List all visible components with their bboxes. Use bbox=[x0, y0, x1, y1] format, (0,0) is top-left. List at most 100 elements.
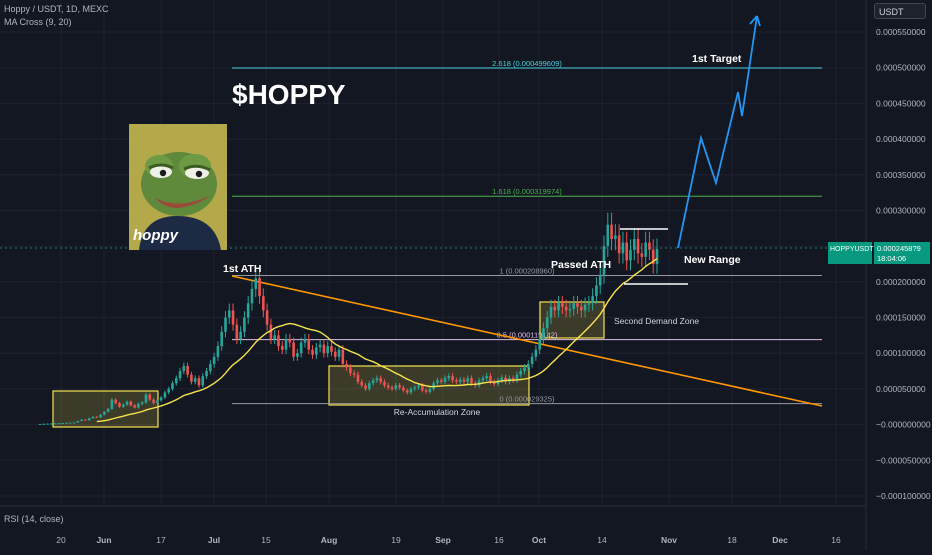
candle-body bbox=[352, 373, 356, 375]
candle-body bbox=[598, 274, 602, 286]
candle-body bbox=[371, 380, 375, 384]
currency-button[interactable]: USDT bbox=[874, 3, 926, 19]
candle-body bbox=[110, 399, 114, 409]
candle-body bbox=[114, 399, 118, 404]
candle-body bbox=[91, 416, 95, 419]
y-tick-label: 0.000300000 bbox=[876, 205, 926, 215]
candle-body bbox=[84, 419, 87, 421]
candle-body bbox=[417, 385, 420, 388]
candle-body bbox=[76, 421, 80, 423]
candle-body bbox=[447, 376, 451, 379]
candle-body bbox=[481, 378, 485, 381]
candle-body bbox=[477, 380, 481, 386]
descending-trendline bbox=[231, 275, 823, 407]
candle-body bbox=[568, 308, 572, 311]
candle-body bbox=[315, 347, 318, 355]
avatar-caption: hoppy bbox=[133, 227, 178, 244]
y-tick-label: 0.000100000 bbox=[876, 348, 926, 358]
candle-body bbox=[485, 376, 488, 379]
candle-body bbox=[579, 306, 583, 311]
y-tick-label: 0.000500000 bbox=[876, 63, 926, 73]
price-tag-symbol: HOPPYUSDT bbox=[830, 246, 874, 253]
candle-body bbox=[345, 363, 348, 368]
zone-box bbox=[328, 365, 530, 406]
candle-body bbox=[330, 346, 333, 352]
candle-body bbox=[489, 376, 492, 382]
candle-body bbox=[227, 310, 231, 318]
candle-body bbox=[61, 423, 65, 425]
candle-body bbox=[99, 414, 102, 418]
candle-body bbox=[587, 303, 591, 305]
candle-body bbox=[413, 387, 417, 389]
candle-body bbox=[53, 423, 57, 425]
candle-body bbox=[455, 380, 458, 382]
candle-body bbox=[614, 235, 617, 240]
candle-body bbox=[205, 371, 208, 377]
candle-body bbox=[504, 377, 507, 382]
indicator-label[interactable]: MA Cross (9, 20) bbox=[4, 17, 72, 27]
fib-level-label: 0 (0.000029325) bbox=[499, 395, 555, 404]
fib-level-label: 2.618 (0.000499609) bbox=[492, 59, 562, 68]
zone-box bbox=[52, 390, 159, 428]
candle-body bbox=[163, 392, 167, 398]
candle-body bbox=[269, 324, 273, 339]
candle-body bbox=[144, 394, 148, 403]
candle-body bbox=[383, 381, 386, 386]
candle-body bbox=[201, 376, 205, 386]
candle-body bbox=[159, 397, 163, 401]
y-tick-label: 0.000200000 bbox=[876, 277, 926, 287]
candle-body bbox=[439, 380, 443, 382]
x-tick-label: Jul bbox=[208, 535, 220, 545]
x-tick-label: Sep bbox=[435, 535, 451, 545]
candle-body bbox=[572, 303, 576, 309]
candle-body bbox=[561, 303, 564, 307]
candle-body bbox=[651, 249, 655, 264]
candle-body bbox=[595, 285, 598, 297]
candle-body bbox=[277, 335, 280, 347]
candle-body bbox=[443, 378, 447, 382]
y-tick-label: 0.000400000 bbox=[876, 134, 926, 144]
hoppy-avatar-image: hoppy bbox=[129, 124, 227, 250]
candle-body bbox=[621, 242, 625, 254]
rsi-label[interactable]: RSI (14, close) bbox=[4, 514, 64, 524]
candle-body bbox=[398, 385, 401, 388]
fib-level-label: 1.618 (0.000319974) bbox=[492, 187, 562, 196]
candle-body bbox=[527, 363, 530, 368]
fib-level-label: 1 (0.000208960) bbox=[499, 266, 555, 275]
candle-body bbox=[322, 344, 326, 354]
candle-body bbox=[458, 379, 462, 382]
candle-body bbox=[80, 419, 83, 422]
candle-body bbox=[462, 379, 466, 382]
candle-body bbox=[602, 246, 606, 275]
x-tick-label: 19 bbox=[391, 535, 401, 545]
price-tag-countdown: 18:04:06 bbox=[877, 254, 906, 263]
candle-body bbox=[591, 296, 594, 304]
candle-body bbox=[178, 371, 182, 379]
y-tick-label: −0.000000000 bbox=[876, 420, 931, 430]
candle-body bbox=[307, 338, 311, 350]
candle-body bbox=[337, 349, 341, 357]
projection-arrow-head bbox=[749, 15, 761, 27]
candle-body bbox=[265, 310, 269, 325]
candle-body bbox=[243, 317, 246, 332]
x-tick-label: 15 bbox=[261, 535, 271, 545]
candle-body bbox=[292, 342, 295, 357]
candle-body bbox=[197, 378, 201, 386]
candle-body bbox=[583, 304, 587, 311]
candle-body bbox=[250, 288, 254, 304]
x-tick-label: Jun bbox=[96, 535, 111, 545]
candle-body bbox=[333, 351, 337, 357]
candle-body bbox=[409, 388, 413, 393]
candle-body bbox=[644, 242, 647, 257]
candle-body bbox=[356, 374, 360, 382]
x-tick-label: Nov bbox=[661, 535, 677, 545]
symbol-price-tag bbox=[828, 242, 872, 264]
candle-body bbox=[193, 378, 197, 382]
candle-body bbox=[171, 383, 174, 389]
y-tick-label: 0.000050000 bbox=[876, 384, 926, 394]
y-tick-label: 0.000350000 bbox=[876, 170, 926, 180]
candle-body bbox=[318, 344, 322, 348]
candle-body bbox=[451, 376, 454, 381]
candle-body bbox=[542, 328, 545, 339]
